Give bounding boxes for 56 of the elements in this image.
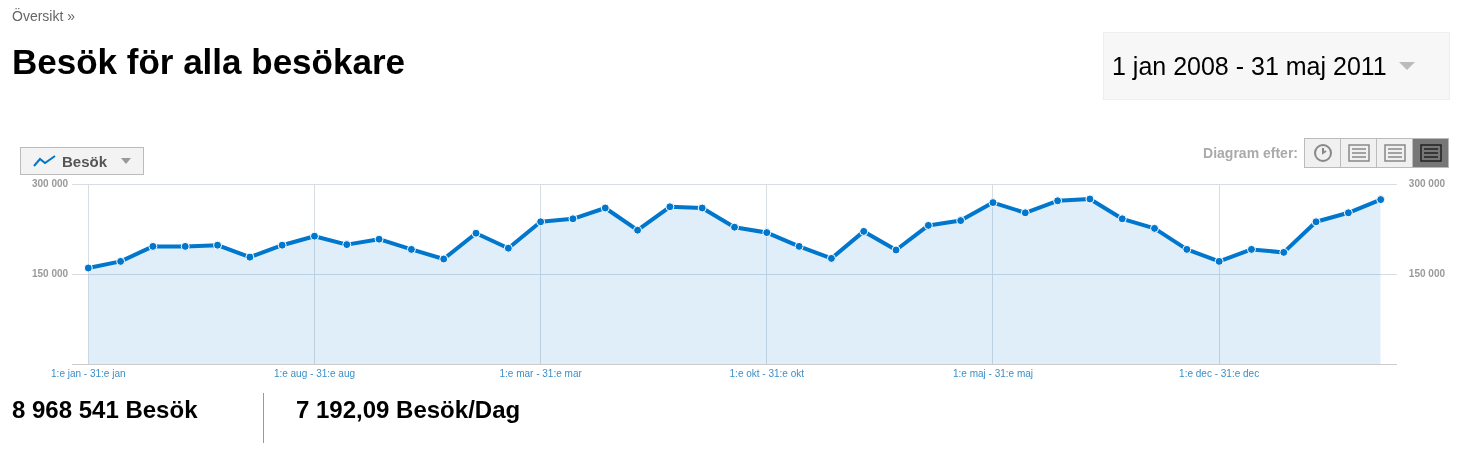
x-tick-label: 1:e mar - 31:e mar [499,367,583,379]
text: 7 192,09 Besök/Dag [296,396,521,424]
point [730,222,739,232]
x-tick-label: 1:e okt - 31:e okt [729,367,805,379]
point [309,231,319,241]
legend-label: Besök [62,152,108,170]
text: 8 968 541 Besök [12,396,198,424]
point [503,243,513,253]
point [859,226,869,236]
point [277,240,287,250]
point [988,198,998,208]
point [148,241,158,251]
point [342,240,352,250]
point [891,245,901,255]
point [245,252,255,262]
point [956,216,966,226]
point [1343,208,1353,218]
point [568,214,578,224]
y2-tick-label: 300 000 [1408,177,1446,189]
point [180,241,190,251]
point [536,217,546,227]
point [1246,244,1256,254]
point [1150,223,1160,233]
point [1214,256,1224,266]
chart-title: Besök för alla besökare [12,42,405,82]
point [762,228,772,238]
point [1182,244,1192,254]
point [697,203,707,213]
x-tick-label: 1:e jan - 31:e jan [51,367,126,379]
point [116,256,126,266]
point [1085,194,1095,204]
point [633,225,643,235]
point [439,254,449,264]
point [826,253,836,263]
point [923,220,933,230]
point [406,244,416,254]
point [471,228,481,238]
x-tick-label: 1:e maj - 31:e maj [952,367,1033,379]
point [1020,208,1030,218]
point [794,241,804,251]
point [1053,196,1063,206]
point [665,202,675,212]
point [1311,217,1321,227]
point [1279,247,1289,257]
point [1376,195,1386,205]
point [374,234,384,244]
point [1117,214,1127,224]
x-tick-label: 1:e dec - 31:e dec [1179,367,1260,379]
point [600,203,610,213]
x-tick-label: 1:e aug - 31:e aug [273,367,356,379]
point [83,263,93,273]
text: Översikt » [12,8,76,24]
text: Diagram efter: [1203,145,1298,161]
y2-tick-label: 150 000 [1408,267,1446,279]
text: 1 jan 2008 - 31 maj 2011 [1112,51,1387,81]
point [213,240,223,250]
